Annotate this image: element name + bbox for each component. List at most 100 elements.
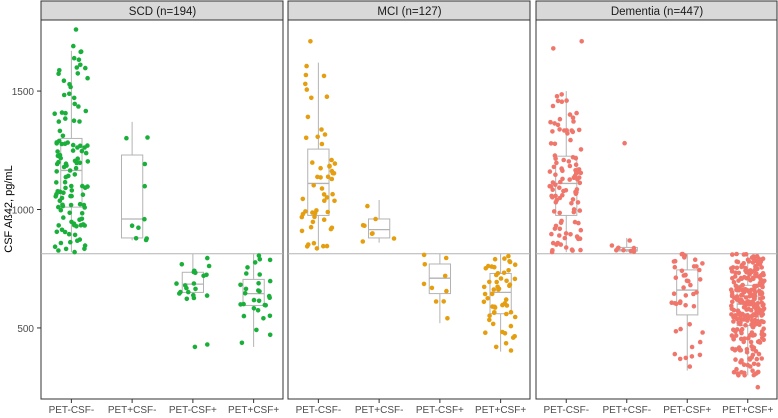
data-point (68, 193, 73, 199)
data-point (576, 175, 582, 180)
data-point (575, 200, 581, 205)
data-point (241, 313, 247, 319)
data-point (495, 284, 500, 290)
data-point (325, 209, 331, 215)
data-point (319, 127, 324, 132)
data-point (577, 208, 583, 213)
data-point (747, 294, 752, 299)
data-point (551, 46, 556, 51)
data-point (422, 262, 428, 267)
data-point (85, 75, 90, 81)
x-tick-label: PET+CSF+ (228, 405, 279, 416)
data-point (129, 223, 135, 228)
data-point (72, 249, 77, 255)
data-point (563, 245, 569, 250)
data-point (308, 224, 314, 230)
data-point (631, 249, 637, 254)
data-point (421, 281, 427, 287)
data-point (63, 185, 68, 191)
x-tick-label: PET+CSF- (108, 405, 157, 416)
x-tick-label: PET-CSF- (296, 405, 342, 416)
data-point (144, 236, 149, 241)
data-point (56, 248, 61, 253)
data-point (495, 271, 501, 276)
data-point (55, 149, 60, 154)
data-point (309, 95, 314, 101)
data-point (57, 128, 63, 134)
data-point (76, 57, 82, 62)
data-point (142, 216, 147, 222)
y-axis-label: CSF Aß42, pg/mL (3, 165, 15, 252)
data-point (312, 211, 318, 216)
x-tick-label: PET+CSF- (602, 405, 651, 416)
data-point (573, 168, 578, 173)
data-point (572, 219, 578, 225)
data-point (487, 279, 492, 285)
data-point (749, 344, 754, 349)
data-point (445, 316, 450, 321)
y-tick-label: 1500 (12, 87, 35, 98)
data-point (558, 179, 563, 185)
data-point (739, 330, 744, 336)
data-point (512, 276, 518, 282)
data-point (136, 225, 141, 230)
facet-strip-label: SCD (n=194) (129, 6, 197, 18)
data-point (444, 288, 449, 294)
data-point (75, 156, 80, 161)
data-point (244, 271, 249, 276)
data-point (746, 336, 751, 341)
data-point (548, 119, 553, 125)
data-point (562, 128, 567, 133)
data-point (72, 232, 78, 238)
data-point (755, 384, 761, 390)
facet-panels: SCD (n=194) PET-CSF- PET+CSF- PET-CSF+ PET+C… (40, 0, 778, 416)
data-point (71, 43, 76, 49)
data-point (56, 223, 61, 228)
data-point (571, 119, 576, 124)
data-point (755, 339, 761, 345)
data-point (70, 142, 76, 148)
data-point (362, 223, 367, 228)
data-point (741, 252, 747, 257)
data-point (255, 308, 261, 313)
data-point (750, 260, 756, 265)
data-point (304, 87, 310, 92)
data-point (559, 92, 564, 97)
data-point (60, 203, 66, 209)
data-point (257, 272, 263, 277)
data-point (193, 286, 198, 292)
data-point (79, 148, 85, 154)
group-petposcsfneg (120, 121, 150, 243)
data-point (311, 240, 317, 246)
data-point (71, 221, 77, 226)
data-point (54, 180, 59, 185)
data-point (56, 119, 62, 124)
data-point (184, 285, 189, 291)
data-point (549, 231, 554, 237)
data-point (740, 292, 745, 298)
data-point (67, 210, 72, 216)
data-point (551, 164, 557, 170)
data-point (308, 39, 313, 44)
data-point (677, 356, 683, 362)
data-point (72, 172, 78, 177)
data-point (58, 207, 64, 213)
data-point (731, 327, 736, 333)
data-point (204, 293, 210, 298)
data-point (570, 115, 576, 120)
data-point (671, 259, 677, 264)
data-point (324, 243, 330, 249)
data-point (69, 183, 74, 189)
data-point (206, 263, 212, 269)
data-point (567, 177, 572, 182)
data-point (689, 344, 695, 350)
data-point (512, 314, 518, 320)
data-point (303, 72, 309, 78)
data-point (736, 270, 742, 276)
data-point (500, 302, 505, 308)
data-point (329, 225, 335, 231)
data-point (83, 108, 89, 114)
data-point (579, 39, 584, 44)
data-point (506, 253, 511, 259)
data-point (481, 284, 487, 290)
